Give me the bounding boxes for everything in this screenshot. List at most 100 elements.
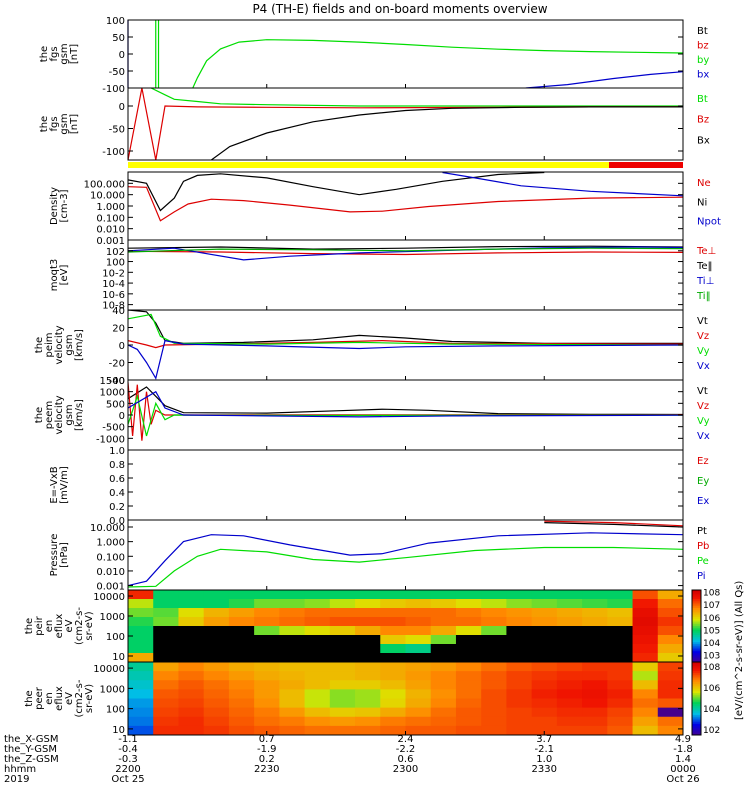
colorbar-swatch <box>692 709 701 712</box>
heatmap-cell <box>657 671 684 681</box>
heatmap-cell <box>632 671 659 681</box>
colorbar-frame <box>691 661 702 736</box>
heatmap-cell <box>531 626 558 636</box>
y-tick-label: 10 <box>112 652 125 663</box>
heatmap-cell <box>178 599 205 609</box>
heatmap-cell <box>481 716 507 727</box>
colorbar-swatch <box>692 642 701 645</box>
heatmap-cell <box>128 617 154 627</box>
heatmap-cell <box>506 725 533 736</box>
heatmap-cell <box>153 662 179 672</box>
footer-value: -1.8 <box>673 744 693 755</box>
heatmap-cell <box>582 644 608 654</box>
heatmap-cell <box>153 707 179 718</box>
heatmap-cell <box>531 680 558 690</box>
heatmap-cell <box>128 707 154 718</box>
heatmap-cell <box>455 644 482 654</box>
heatmap-cell <box>254 644 280 654</box>
colorbar-swatch <box>692 624 701 627</box>
heatmap-cell <box>228 671 255 681</box>
legend-pressure-1: Pb <box>697 541 709 552</box>
heatmap-cell <box>657 626 684 636</box>
heatmap-cell <box>556 662 583 672</box>
y-tick-label: 0.8 <box>109 460 125 471</box>
heatmap-cell <box>203 617 230 627</box>
heatmap-cell <box>455 590 482 600</box>
series-line-peim-3 <box>128 339 683 380</box>
y-axis-label: fgs <box>49 46 60 61</box>
footer-value: -1.1 <box>118 734 138 745</box>
colorbar-swatch <box>692 724 701 727</box>
footer-value: -2.1 <box>534 744 554 755</box>
y-tick-label: -50 <box>109 125 125 136</box>
heatmap-cell <box>128 653 154 663</box>
y-axis-label: moqt3 <box>49 259 60 292</box>
colorbar-swatch <box>692 629 701 632</box>
heatmap-cell <box>178 662 205 672</box>
legend-peim-1: Vz <box>697 331 709 342</box>
colorbar-swatch <box>692 729 701 732</box>
heatmap-cell <box>531 662 558 672</box>
heatmap-cell <box>582 680 608 690</box>
heatmap-cell <box>254 662 280 672</box>
y-tick-label: 100 <box>106 258 125 269</box>
heatmap-cell <box>531 644 558 654</box>
series-line-peem-2 <box>128 394 683 437</box>
series-line-temps-3 <box>128 247 683 253</box>
heatmap-cell <box>228 599 255 609</box>
heatmap-cell <box>128 599 154 609</box>
heatmap-cell <box>203 653 230 663</box>
heatmap-cell <box>481 725 507 736</box>
y-axis-label: eflux <box>54 614 65 639</box>
y-axis-label: (cm2-s- <box>74 607 85 645</box>
heatmap-cell <box>355 716 381 727</box>
colorbar-swatch <box>692 694 701 698</box>
colorbar-swatch <box>692 687 701 690</box>
y-axis-label: gsm <box>59 113 70 134</box>
colorbar-swatch <box>692 696 701 699</box>
heatmap-cell <box>279 608 306 618</box>
legend-temps-0: Te⊥ <box>696 246 716 257</box>
heatmap-cell <box>128 662 154 672</box>
colorbar-swatch <box>692 691 701 694</box>
series-line-fgs-3 <box>525 71 683 88</box>
heatmap-cell <box>405 662 432 672</box>
heatmap-cell <box>254 617 280 627</box>
heatmap-cell <box>405 707 432 718</box>
heatmap-cell <box>228 653 255 663</box>
heatmap-cell <box>128 644 154 654</box>
heatmap-cell <box>430 698 457 709</box>
heatmap-cell <box>329 608 356 618</box>
axes-frame <box>127 87 684 161</box>
legend-fgs-3: bx <box>697 70 709 81</box>
heatmap-cell <box>506 662 533 672</box>
heatmap-cell <box>582 599 608 609</box>
heatmap-cell <box>582 653 608 663</box>
heatmap-cell <box>304 653 331 663</box>
heatmap-cell <box>430 725 457 736</box>
colorbar-tick-label: 108 <box>703 589 720 599</box>
y-tick-label: 0 <box>119 341 125 352</box>
heatmap-cell <box>254 590 280 600</box>
y-tick-label: 1000 <box>100 684 125 695</box>
series-line-peem-3 <box>128 390 683 418</box>
axes-frame <box>127 449 684 521</box>
y-tick-label: 500 <box>106 399 125 410</box>
heatmap-cell <box>531 590 558 600</box>
heatmap-cell <box>632 644 659 654</box>
colorbar-swatch <box>692 626 701 629</box>
y-axis-label: [nT] <box>69 114 80 134</box>
heatmap-cell <box>405 680 432 690</box>
panel-density: Ne Ni Npot 100.00010.0001.0000.1000.0100.00… <box>49 171 721 247</box>
heatmap-cell <box>607 698 634 709</box>
y-tick-label: 1.0 <box>109 446 125 457</box>
heatmap-cell <box>632 608 659 618</box>
legend-peem-3: Vx <box>697 431 710 442</box>
heatmap-cell <box>228 680 255 690</box>
heatmap-cell <box>481 635 507 645</box>
heatmap-cell <box>304 590 331 600</box>
colorbar-swatch <box>692 590 701 593</box>
heatmap-cell <box>607 626 634 636</box>
heatmap-cell <box>128 635 154 645</box>
heatmap-cell <box>632 635 659 645</box>
